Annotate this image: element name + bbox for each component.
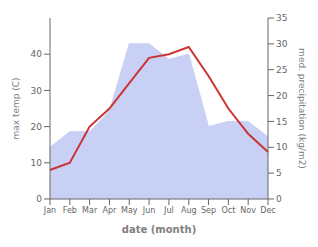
svg-text:0: 0 bbox=[276, 194, 282, 204]
svg-text:10: 10 bbox=[276, 142, 288, 152]
svg-text:Aug: Aug bbox=[181, 206, 197, 215]
svg-text:May: May bbox=[121, 206, 138, 215]
svg-text:Oct: Oct bbox=[221, 206, 235, 215]
svg-text:40: 40 bbox=[31, 49, 43, 59]
svg-text:date (month): date (month) bbox=[122, 224, 196, 235]
svg-text:Jun: Jun bbox=[142, 206, 156, 215]
svg-text:25: 25 bbox=[276, 65, 287, 75]
svg-text:30: 30 bbox=[31, 86, 43, 96]
svg-text:Dec: Dec bbox=[260, 206, 275, 215]
svg-text:30: 30 bbox=[276, 39, 288, 49]
svg-text:Mar: Mar bbox=[82, 206, 98, 215]
svg-text:Nov: Nov bbox=[240, 206, 256, 215]
svg-text:max temp (C): max temp (C) bbox=[11, 77, 21, 139]
svg-text:20: 20 bbox=[276, 91, 288, 101]
svg-text:Apr: Apr bbox=[103, 206, 118, 215]
svg-text:20: 20 bbox=[31, 122, 43, 132]
svg-text:Feb: Feb bbox=[63, 206, 77, 215]
svg-text:0: 0 bbox=[36, 194, 42, 204]
svg-text:5: 5 bbox=[276, 168, 282, 178]
svg-text:Sep: Sep bbox=[201, 206, 216, 215]
svg-text:Jul: Jul bbox=[163, 206, 174, 215]
svg-text:15: 15 bbox=[276, 117, 287, 127]
svg-text:Jan: Jan bbox=[43, 206, 56, 215]
svg-text:10: 10 bbox=[31, 158, 43, 168]
svg-text:35: 35 bbox=[276, 13, 287, 23]
svg-text:med. precipitation (kg/m2): med. precipitation (kg/m2) bbox=[297, 48, 307, 169]
